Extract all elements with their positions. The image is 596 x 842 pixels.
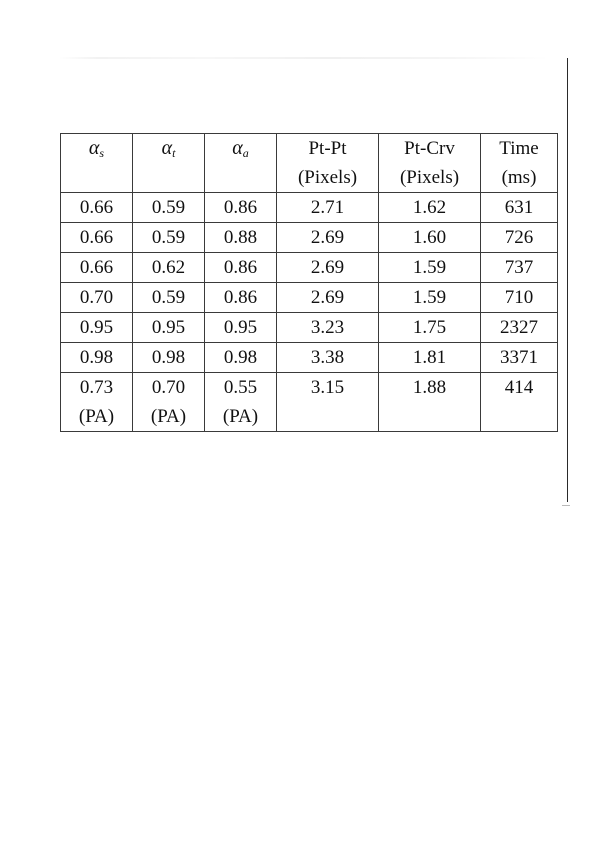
alpha-t-symbol: αt	[161, 137, 176, 160]
cell-pt-pt: 3.23	[276, 312, 379, 343]
cell-pt-pt-pa: 3.15	[276, 372, 379, 432]
cell-pt-pt: 2.69	[276, 282, 379, 313]
table-row: 0.95 0.95 0.95 3.23 1.75 2327	[60, 312, 558, 343]
cell-pt-pt: 2.71	[276, 192, 379, 223]
cell-time: 737	[480, 252, 558, 283]
alpha-s-symbol: αs	[88, 137, 105, 160]
cell-pt-pt: 2.69	[276, 222, 379, 253]
header-time: Time (ms)	[480, 133, 558, 193]
cell-pt-crv: 1.62	[378, 192, 481, 223]
cell-alpha-s-pa: 0.73 (PA)	[60, 372, 133, 432]
cell-pa-note: (PA)	[78, 406, 115, 427]
cell-pt-crv: 1.59	[378, 282, 481, 313]
cell-value: 414	[504, 377, 534, 398]
cell-pt-crv-pa: 1.88	[378, 372, 481, 432]
cell-alpha-t: 0.62	[132, 252, 205, 283]
margin-rule-tail	[562, 505, 570, 506]
header-alpha-a: αa	[204, 133, 277, 193]
cell-time: 726	[480, 222, 558, 253]
cell-alpha-t: 0.59	[132, 192, 205, 223]
cell-alpha-s: 0.66	[60, 252, 133, 283]
cell-time-pa: 414	[480, 372, 558, 432]
header-pt-crv-line2: (Pixels)	[399, 167, 460, 188]
cell-alpha-t: 0.59	[132, 282, 205, 313]
cell-pt-pt: 2.69	[276, 252, 379, 283]
table-row-pa: 0.73 (PA) 0.70 (PA) 0.55 (PA) 3.15 1.88 …	[60, 372, 558, 432]
header-alpha-t: αt	[132, 133, 205, 193]
cell-value: 0.73	[79, 377, 114, 398]
cell-alpha-s: 0.70	[60, 282, 133, 313]
cell-value: 0.70	[151, 377, 186, 398]
cell-pt-crv: 1.59	[378, 252, 481, 283]
cell-alpha-s: 0.66	[60, 222, 133, 253]
cell-alpha-t: 0.95	[132, 312, 205, 343]
table-row: 0.70 0.59 0.86 2.69 1.59 710	[60, 282, 558, 313]
header-pt-pt-line1: Pt-Pt	[308, 138, 347, 159]
table-row: 0.98 0.98 0.98 3.38 1.81 3371	[60, 342, 558, 373]
header-pt-crv: Pt-Crv (Pixels)	[378, 133, 481, 193]
cell-pa-note: (PA)	[150, 406, 187, 427]
cell-alpha-t-pa: 0.70 (PA)	[132, 372, 205, 432]
header-alpha-s: αs	[60, 133, 133, 193]
cell-alpha-a: 0.95	[204, 312, 277, 343]
cell-alpha-s: 0.98	[60, 342, 133, 373]
table-row: 0.66 0.59 0.86 2.71 1.62 631	[60, 192, 558, 223]
margin-rule	[567, 58, 568, 502]
cell-value: 0.55	[223, 377, 258, 398]
cell-value: 1.88	[412, 377, 447, 398]
cell-value: 3.15	[310, 377, 345, 398]
results-table: αs αt αa Pt-Pt (Pixels) Pt-Crv (Pixels) …	[60, 133, 558, 432]
cell-alpha-s: 0.66	[60, 192, 133, 223]
cell-time: 710	[480, 282, 558, 313]
cell-alpha-a: 0.86	[204, 252, 277, 283]
header-time-line2: (ms)	[501, 167, 537, 188]
cell-alpha-a-pa: 0.55 (PA)	[204, 372, 277, 432]
header-pt-pt-line2: (Pixels)	[297, 167, 358, 188]
cell-pa-note: (PA)	[222, 406, 259, 427]
cell-alpha-a: 0.88	[204, 222, 277, 253]
header-pt-pt: Pt-Pt (Pixels)	[276, 133, 379, 193]
header-pt-crv-line1: Pt-Crv	[404, 138, 455, 159]
cell-alpha-a: 0.86	[204, 282, 277, 313]
cell-time: 3371	[480, 342, 558, 373]
cell-time: 631	[480, 192, 558, 223]
cell-alpha-a: 0.86	[204, 192, 277, 223]
cell-alpha-t: 0.98	[132, 342, 205, 373]
cell-pt-crv: 1.75	[378, 312, 481, 343]
cell-pt-pt: 3.38	[276, 342, 379, 373]
cell-alpha-t: 0.59	[132, 222, 205, 253]
header-row: αs αt αa Pt-Pt (Pixels) Pt-Crv (Pixels) …	[60, 133, 558, 193]
cell-pt-crv: 1.81	[378, 342, 481, 373]
alpha-a-symbol: αa	[232, 137, 249, 160]
header-time-line1: Time	[499, 138, 539, 159]
table-row: 0.66 0.62 0.86 2.69 1.59 737	[60, 252, 558, 283]
cell-pt-crv: 1.60	[378, 222, 481, 253]
cell-alpha-s: 0.95	[60, 312, 133, 343]
table-row: 0.66 0.59 0.88 2.69 1.60 726	[60, 222, 558, 253]
cell-alpha-a: 0.98	[204, 342, 277, 373]
cell-time: 2327	[480, 312, 558, 343]
scan-artifact-line	[58, 57, 550, 59]
